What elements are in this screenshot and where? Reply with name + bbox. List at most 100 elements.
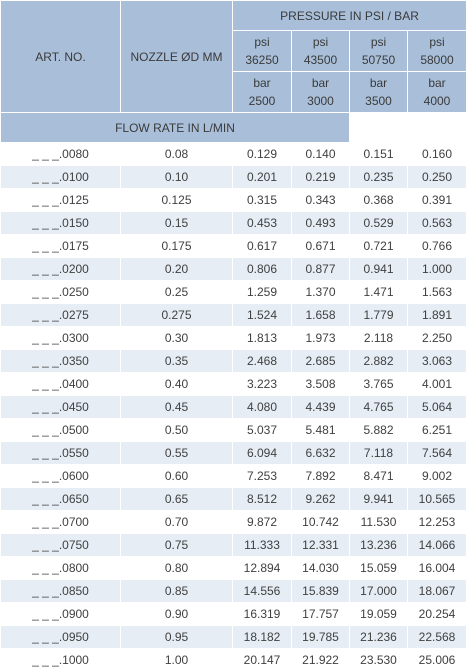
nozzle-diameter-cell: 0.125	[120, 188, 233, 212]
table-row: _ _ _.0900 0.90 16.319 17.757 19.059 20.254	[0, 602, 467, 626]
flow-rate-cell: 0.343	[291, 188, 350, 212]
flow-rate-cell: 0.877	[291, 257, 350, 281]
flow-rate-cell: 7.564	[406, 441, 467, 465]
nozzle-diameter-cell: 0.85	[120, 579, 233, 603]
flow-rate-cell: 13.236	[349, 533, 408, 557]
flow-rate-cell: 16.319	[232, 602, 292, 626]
psi-header-3: psi 50750	[349, 30, 408, 72]
psi-header-4: psi 58000	[406, 30, 467, 72]
bar-label: bar	[428, 76, 446, 90]
art-no-cell: _ _ _.0400	[0, 372, 121, 396]
art-no-cell: _ _ _.0350	[0, 349, 121, 373]
table-row: _ _ _.0600 0.60 7.253 7.892 8.471 9.002	[0, 464, 467, 488]
flow-rate-cell: 6.251	[406, 418, 467, 442]
art-no-cell: _ _ _.0200	[0, 257, 121, 281]
flow-rate-cell: 3.765	[349, 372, 408, 396]
nozzle-diameter-cell: 0.35	[120, 349, 233, 373]
flow-rate-cell: 1.779	[349, 303, 408, 327]
table-row: _ _ _.0500 0.50 5.037 5.481 5.882 6.251	[0, 418, 467, 442]
table-row: _ _ _.0550 0.55 6.094 6.632 7.118 7.564	[0, 441, 467, 465]
bar-header-3: bar 3500	[349, 71, 408, 113]
nozzle-diameter-cell: 1.00	[120, 648, 233, 672]
flow-rate-cell: 1.471	[349, 280, 408, 304]
table-row: _ _ _.0080 0.08 0.129 0.140 0.151 0.160	[0, 142, 467, 166]
flow-rate-cell: 8.512	[232, 487, 292, 511]
flow-rate-cell: 0.129	[232, 142, 292, 166]
nozzle-diameter-cell: 0.40	[120, 372, 233, 396]
psi-label: psi	[370, 35, 387, 49]
flow-rate-cell: 21.922	[291, 648, 350, 672]
art-no-cell: _ _ _.0080	[0, 142, 121, 166]
flow-rate-cell: 0.368	[349, 188, 408, 212]
art-no-cell: _ _ _.0900	[0, 602, 121, 626]
flow-rate-cell: 20.147	[232, 648, 292, 672]
table-row: _ _ _.0100 0.10 0.201 0.219 0.235 0.250	[0, 165, 467, 189]
psi-header-1: psi 36250	[232, 30, 292, 72]
art-no-cell: _ _ _.1000	[0, 648, 121, 672]
flow-rate-cell: 19.059	[349, 602, 408, 626]
psi-label: psi	[254, 35, 270, 49]
flow-rate-cell: 3.223	[232, 372, 292, 396]
bar-value: 2500	[248, 94, 276, 108]
flow-rate-cell: 5.882	[349, 418, 408, 442]
flow-rate-cell: 1.563	[406, 280, 467, 304]
flow-rate-cell: 22.568	[406, 625, 467, 649]
flow-rate-cell: 1.813	[232, 326, 292, 350]
nozzle-header: NOZZLE ØD MM	[120, 0, 233, 113]
table-row: _ _ _.0300 0.30 1.813 1.973 2.118 2.250	[0, 326, 467, 350]
flow-rate-cell: 9.002	[406, 464, 467, 488]
flow-rate-cell: 17.757	[291, 602, 350, 626]
flow-rate-cell: 14.066	[406, 533, 467, 557]
flow-rate-cell: 3.508	[291, 372, 350, 396]
psi-value: 50750	[361, 53, 396, 67]
table-row: _ _ _.0275 0.275 1.524 1.658 1.779 1.891	[0, 303, 467, 327]
nozzle-diameter-cell: 0.175	[120, 234, 233, 258]
bar-label: bar	[253, 76, 271, 90]
nozzle-diameter-cell: 0.30	[120, 326, 233, 350]
table-row: _ _ _.0750 0.75 11.333 12.331 13.236 14.066	[0, 533, 467, 557]
flow-rate-cell: 17.000	[349, 579, 408, 603]
flow-rate-cell: 2.250	[406, 326, 467, 350]
psi-label: psi	[312, 35, 329, 49]
flow-rate-cell: 0.806	[232, 257, 292, 281]
bar-label: bar	[369, 76, 388, 90]
flow-rate-cell: 1.370	[291, 280, 350, 304]
table-row: _ _ _.0200 0.20 0.806 0.877 0.941 1.000	[0, 257, 467, 281]
art-no-cell: _ _ _.0850	[0, 579, 121, 603]
flow-rate-cell: 6.632	[291, 441, 350, 465]
flow-rate-cell: 0.140	[291, 142, 350, 166]
flow-rate-cell: 12.253	[406, 510, 467, 534]
flow-rate-cell: 15.059	[349, 556, 408, 580]
flow-rate-cell: 2.118	[349, 326, 408, 350]
table-row: _ _ _.0175 0.175 0.617 0.671 0.721 0.766	[0, 234, 467, 258]
flow-rate-cell: 1.891	[406, 303, 467, 327]
bar-header-1: bar 2500	[232, 71, 292, 113]
nozzle-diameter-cell: 0.80	[120, 556, 233, 580]
flow-rate-cell: 0.453	[232, 211, 292, 235]
flow-rate-cell: 9.872	[232, 510, 292, 534]
flow-rate-cell: 4.439	[291, 395, 350, 419]
flow-rate-cell: 0.563	[406, 211, 467, 235]
flow-rate-cell: 0.671	[291, 234, 350, 258]
psi-label: psi	[429, 35, 445, 49]
psi-value: 43500	[303, 53, 338, 67]
table-row: _ _ _.0150 0.15 0.453 0.493 0.529 0.563	[0, 211, 467, 235]
art-no-cell: _ _ _.0100	[0, 165, 121, 189]
flow-rate-cell: 3.063	[406, 349, 467, 373]
table-body: _ _ _.0080 0.08 0.129 0.140 0.151 0.160 _ _ _.…	[0, 142, 467, 672]
flow-rate-cell: 0.721	[349, 234, 408, 258]
nozzle-diameter-cell: 0.275	[120, 303, 233, 327]
flow-rate-cell: 2.685	[291, 349, 350, 373]
art-no-cell: _ _ _.0125	[0, 188, 121, 212]
flow-rate-cell: 0.250	[406, 165, 467, 189]
art-no-header: ART. NO.	[0, 0, 121, 113]
flow-rate-cell: 0.315	[232, 188, 292, 212]
flow-rate-cell: 14.556	[232, 579, 292, 603]
art-no-cell: _ _ _.0175	[0, 234, 121, 258]
flow-rate-cell: 7.118	[349, 441, 408, 465]
flow-rate-cell: 7.253	[232, 464, 292, 488]
flow-rate-cell: 12.894	[232, 556, 292, 580]
flow-rate-cell: 5.064	[406, 395, 467, 419]
table-row: _ _ _.0450 0.45 4.080 4.439 4.765 5.064	[0, 395, 467, 419]
flow-rate-cell: 0.219	[291, 165, 350, 189]
